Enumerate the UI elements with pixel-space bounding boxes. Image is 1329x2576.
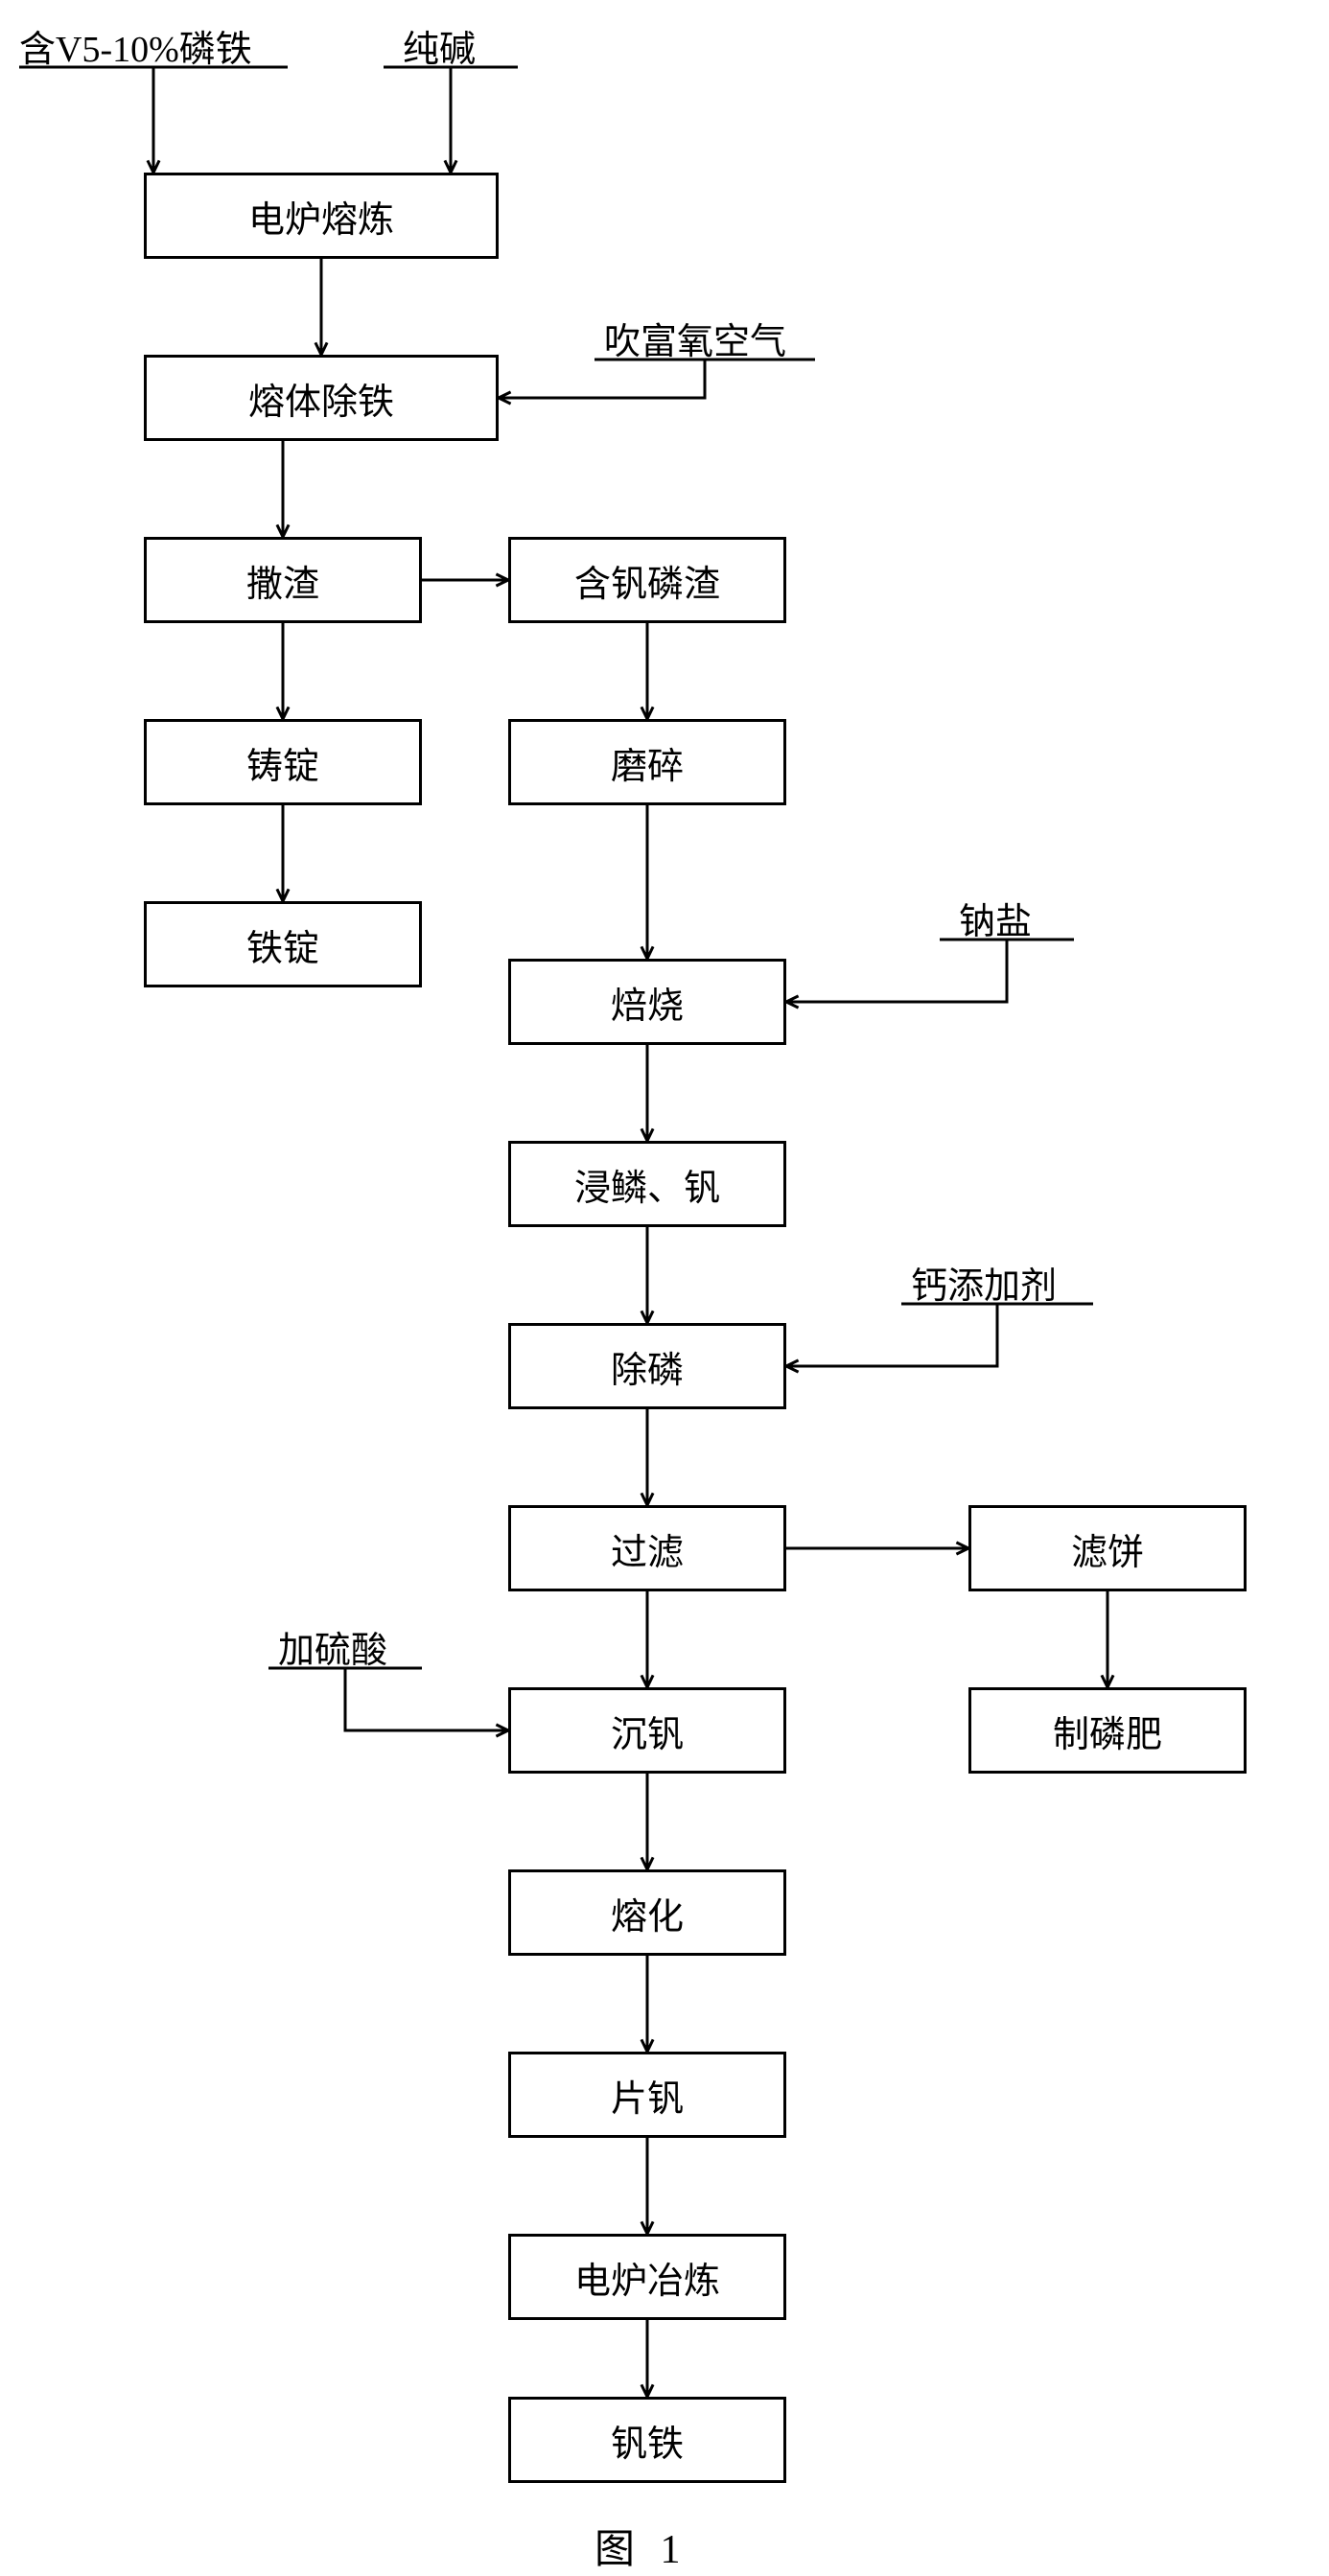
node-roast: 焙烧 [508,959,786,1045]
node-vslag: 含钒磷渣 [508,537,786,623]
node-grind: 磨碎 [508,719,786,805]
node-cast: 铸锭 [144,719,422,805]
label-input1: 含V5-10%磷铁 [19,19,252,72]
node-precv: 沉钒 [508,1687,786,1774]
node-pfert: 制磷肥 [968,1687,1247,1774]
node-fev: 钒铁 [508,2397,786,2483]
node-esmelt: 电炉冶炼 [508,2234,786,2320]
label-na-salt: 钠盐 [959,892,1032,944]
node-deiron: 熔体除铁 [144,355,499,441]
label-h2so4: 加硫酸 [278,1620,387,1673]
node-ingot: 铁锭 [144,901,422,987]
node-smelt: 电炉熔炼 [144,173,499,259]
figure-caption: 图 1 [595,2517,688,2575]
node-cake: 滤饼 [968,1505,1247,1591]
node-dephos: 除磷 [508,1323,786,1409]
node-slag: 撒渣 [144,537,422,623]
node-filter: 过滤 [508,1505,786,1591]
label-ca-add: 钙添加剂 [911,1256,1057,1309]
node-flake: 片钒 [508,2052,786,2138]
label-oxygen: 吹富氧空气 [604,312,786,364]
node-melt2: 熔化 [508,1869,786,1956]
node-leach: 浸鳞、钒 [508,1141,786,1227]
label-input2: 纯碱 [403,19,476,72]
